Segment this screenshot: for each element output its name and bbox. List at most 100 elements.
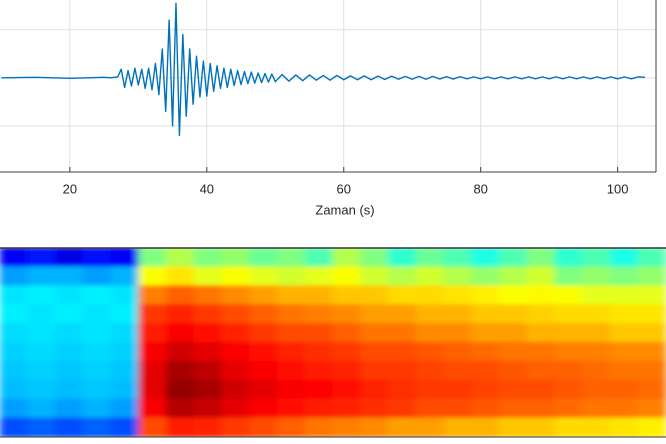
spectrogram-cell bbox=[388, 248, 417, 268]
spectrogram-cell bbox=[443, 379, 473, 400]
spectrogram-cell bbox=[415, 398, 445, 419]
spectrogram-cell bbox=[0, 248, 29, 268]
spectrogram-cell bbox=[610, 398, 639, 419]
spectrogram-cell bbox=[221, 304, 251, 325]
spectrogram-cell bbox=[27, 266, 56, 287]
spectrogram-cell bbox=[415, 323, 445, 343]
spectrogram-cell bbox=[55, 342, 84, 362]
spectrogram-cell bbox=[27, 360, 56, 381]
spectrogram-cell bbox=[332, 417, 362, 437]
spectrogram-cell bbox=[526, 323, 556, 343]
spectrogram-cell bbox=[304, 417, 334, 437]
spectrogram-cell bbox=[582, 379, 611, 400]
spectrogram-cell bbox=[637, 417, 666, 437]
spectrogram-cell bbox=[138, 285, 167, 306]
spectrogram-cell bbox=[0, 285, 29, 306]
spectrogram-cell bbox=[82, 248, 112, 268]
spectrogram-cell bbox=[610, 285, 639, 306]
spectrogram-cell bbox=[0, 266, 29, 287]
spectrogram-cell bbox=[526, 417, 556, 437]
spectrogram-cell bbox=[388, 304, 417, 325]
spectrogram-cell bbox=[249, 398, 278, 419]
spectrogram-cell bbox=[610, 248, 639, 268]
spectrogram-cell bbox=[166, 417, 195, 437]
spectrogram-cell bbox=[471, 323, 500, 343]
spectrogram-cell bbox=[554, 285, 584, 306]
spectrogram-cell bbox=[526, 360, 556, 381]
spectrogram-cell bbox=[471, 304, 500, 325]
spectrogram-cell bbox=[637, 398, 666, 419]
spectrogram-cell bbox=[166, 323, 195, 343]
x-tick-label: 40 bbox=[200, 181, 214, 196]
spectrogram-cell bbox=[415, 266, 445, 287]
spectrogram-cell bbox=[55, 266, 84, 287]
spectrogram-cell bbox=[332, 304, 362, 325]
spectrogram-cell bbox=[610, 323, 639, 343]
spectrogram-cell bbox=[82, 304, 112, 325]
spectrogram-cell bbox=[82, 417, 112, 437]
spectrogram-cell bbox=[221, 285, 251, 306]
spectrogram-cell bbox=[332, 360, 362, 381]
spectrogram-cell bbox=[582, 285, 611, 306]
spectrogram-cell bbox=[166, 285, 195, 306]
spectrogram-cell bbox=[360, 379, 389, 400]
spectrogram-cell bbox=[249, 342, 278, 362]
spectrogram-cell bbox=[82, 379, 112, 400]
spectrogram-cell bbox=[221, 360, 251, 381]
spectrogram-cell bbox=[499, 342, 528, 362]
spectrogram-cell bbox=[138, 266, 167, 287]
spectrogram-cell bbox=[582, 360, 611, 381]
spectrogram-cell bbox=[471, 360, 500, 381]
spectrogram bbox=[0, 248, 666, 437]
spectrogram-cell bbox=[82, 398, 112, 419]
spectrogram-cell bbox=[193, 266, 223, 287]
spectrogram-cell bbox=[637, 360, 666, 381]
spectrogram-cell bbox=[582, 342, 611, 362]
x-tick-label: 20 bbox=[63, 181, 77, 196]
spectrogram-cell bbox=[526, 248, 556, 268]
spectrogram-cell bbox=[388, 323, 417, 343]
spectrogram-cell bbox=[332, 285, 362, 306]
plot-area bbox=[0, 0, 656, 172]
spectrogram-cell bbox=[304, 304, 334, 325]
spectrogram-cell bbox=[138, 342, 167, 362]
spectrogram-cell bbox=[443, 342, 473, 362]
spectrogram-cell bbox=[582, 248, 611, 268]
spectrogram-cell bbox=[277, 417, 306, 437]
spectrogram-cell bbox=[610, 379, 639, 400]
spectrogram-cell bbox=[526, 266, 556, 287]
spectrogram-cell bbox=[304, 398, 334, 419]
spectrogram-cell bbox=[415, 417, 445, 437]
spectrogram-cell bbox=[138, 323, 167, 343]
spectrogram-cell bbox=[526, 379, 556, 400]
spectrogram-cell bbox=[415, 342, 445, 362]
spectrogram-cell bbox=[110, 323, 140, 343]
spectrogram-cell bbox=[82, 360, 112, 381]
spectrogram-cell bbox=[610, 266, 639, 287]
spectrogram-cell bbox=[166, 304, 195, 325]
spectrogram-cell bbox=[27, 417, 56, 437]
spectrogram-cell bbox=[55, 398, 84, 419]
spectrogram-cell bbox=[277, 248, 306, 268]
spectrogram-cell bbox=[388, 342, 417, 362]
spectrogram-cell bbox=[554, 248, 584, 268]
spectrogram-cell bbox=[193, 360, 223, 381]
spectrogram-cell bbox=[193, 323, 223, 343]
spectrogram-cell bbox=[443, 304, 473, 325]
spectrogram-cell bbox=[221, 266, 251, 287]
spectrogram-cell bbox=[415, 304, 445, 325]
spectrogram-cell bbox=[582, 398, 611, 419]
spectrogram-cell bbox=[332, 398, 362, 419]
spectrogram-cell bbox=[27, 342, 56, 362]
spectrogram-cell bbox=[221, 398, 251, 419]
spectrogram-cell bbox=[499, 379, 528, 400]
spectrogram-cell bbox=[443, 266, 473, 287]
spectrogram-cell bbox=[637, 342, 666, 362]
spectrogram-cell bbox=[610, 360, 639, 381]
spectrogram-cell bbox=[360, 360, 389, 381]
spectrogram-cell bbox=[526, 304, 556, 325]
spectrogram-cell bbox=[110, 398, 140, 419]
spectrogram-cell bbox=[610, 342, 639, 362]
spectrogram-cell bbox=[304, 248, 334, 268]
spectrogram-cell bbox=[193, 417, 223, 437]
